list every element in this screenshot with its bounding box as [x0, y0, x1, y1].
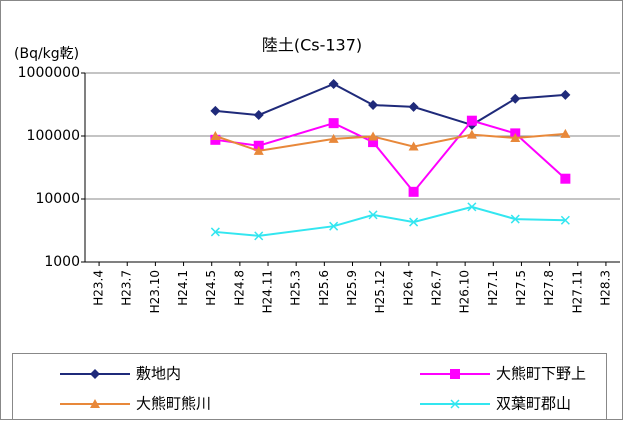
data-point: [408, 186, 419, 197]
data-point: [560, 89, 571, 100]
legend-label: 双葉町郡山: [496, 395, 571, 413]
x-tick-label: H24.5: [204, 270, 218, 306]
y-tick-label: 1000: [44, 254, 80, 270]
y-tick-label: 1000000: [18, 65, 80, 81]
legend: [12, 353, 607, 420]
legend-label: 大熊町下野上: [496, 365, 586, 383]
data-point: [368, 137, 379, 148]
data-point: [466, 115, 477, 126]
y-axis-label: (Bq/kg乾): [14, 46, 79, 62]
x-tick-label: H23.4: [92, 270, 106, 306]
data-point: [560, 128, 571, 138]
x-tick-label: H25.6: [317, 270, 331, 306]
data-point: [253, 140, 264, 151]
legend-marker: [450, 369, 460, 379]
data-point: [368, 131, 379, 141]
x-tick-label: H23.10: [148, 270, 162, 313]
data-point: [329, 221, 339, 231]
legend-marker: [90, 399, 100, 408]
data-point: [210, 105, 221, 116]
x-tick-label: H24.1: [176, 270, 190, 306]
x-tick-label: H25.9: [345, 270, 359, 306]
legend-label: 大熊町熊川: [136, 395, 211, 413]
data-point: [510, 214, 520, 224]
data-point: [210, 131, 221, 140]
x-tick-label: H25.12: [373, 270, 387, 313]
x-tick-label: H25.3: [289, 270, 303, 306]
series-line: [215, 119, 567, 194]
x-tick-label: H28.3: [598, 270, 612, 306]
data-point: [328, 78, 339, 89]
x-tick-label: H26.10: [458, 270, 472, 313]
data-point: [408, 141, 419, 151]
data-point: [510, 93, 521, 104]
data-point: [253, 110, 264, 121]
data-point: [328, 118, 339, 129]
x-tick-label: H26.7: [429, 270, 443, 306]
data-point: [466, 129, 477, 139]
series-line: [215, 205, 566, 237]
x-tick-label: H26.4: [401, 270, 415, 306]
x-tick-label: H27.1: [486, 270, 500, 306]
data-point: [467, 202, 477, 212]
data-point: [560, 173, 571, 184]
data-point: [408, 101, 419, 112]
x-tick-label: H27.11: [570, 270, 584, 313]
data-point: [409, 217, 419, 227]
y-tick-label: 10000: [35, 191, 80, 207]
y-tick-label: 100000: [27, 128, 80, 144]
data-point: [368, 210, 378, 220]
x-tick-label: H27.8: [542, 270, 556, 306]
chart-title: 陸土(Cs-137): [262, 36, 362, 55]
legend-marker: [450, 399, 460, 409]
data-point: [253, 145, 264, 155]
x-tick-label: H27.5: [514, 270, 528, 306]
data-point: [510, 132, 521, 142]
data-point: [254, 231, 264, 241]
data-point: [328, 133, 339, 143]
x-tick-label: H23.7: [120, 270, 134, 306]
legend-label: 敷地内: [136, 365, 181, 383]
data-point: [560, 215, 570, 225]
data-point: [368, 100, 379, 111]
x-tick-label: H24.8: [232, 270, 246, 306]
data-point: [210, 227, 220, 237]
legend-marker: [90, 369, 100, 379]
series-line: [215, 132, 566, 152]
x-tick-label: H24.11: [261, 270, 275, 313]
series-line: [215, 82, 566, 126]
